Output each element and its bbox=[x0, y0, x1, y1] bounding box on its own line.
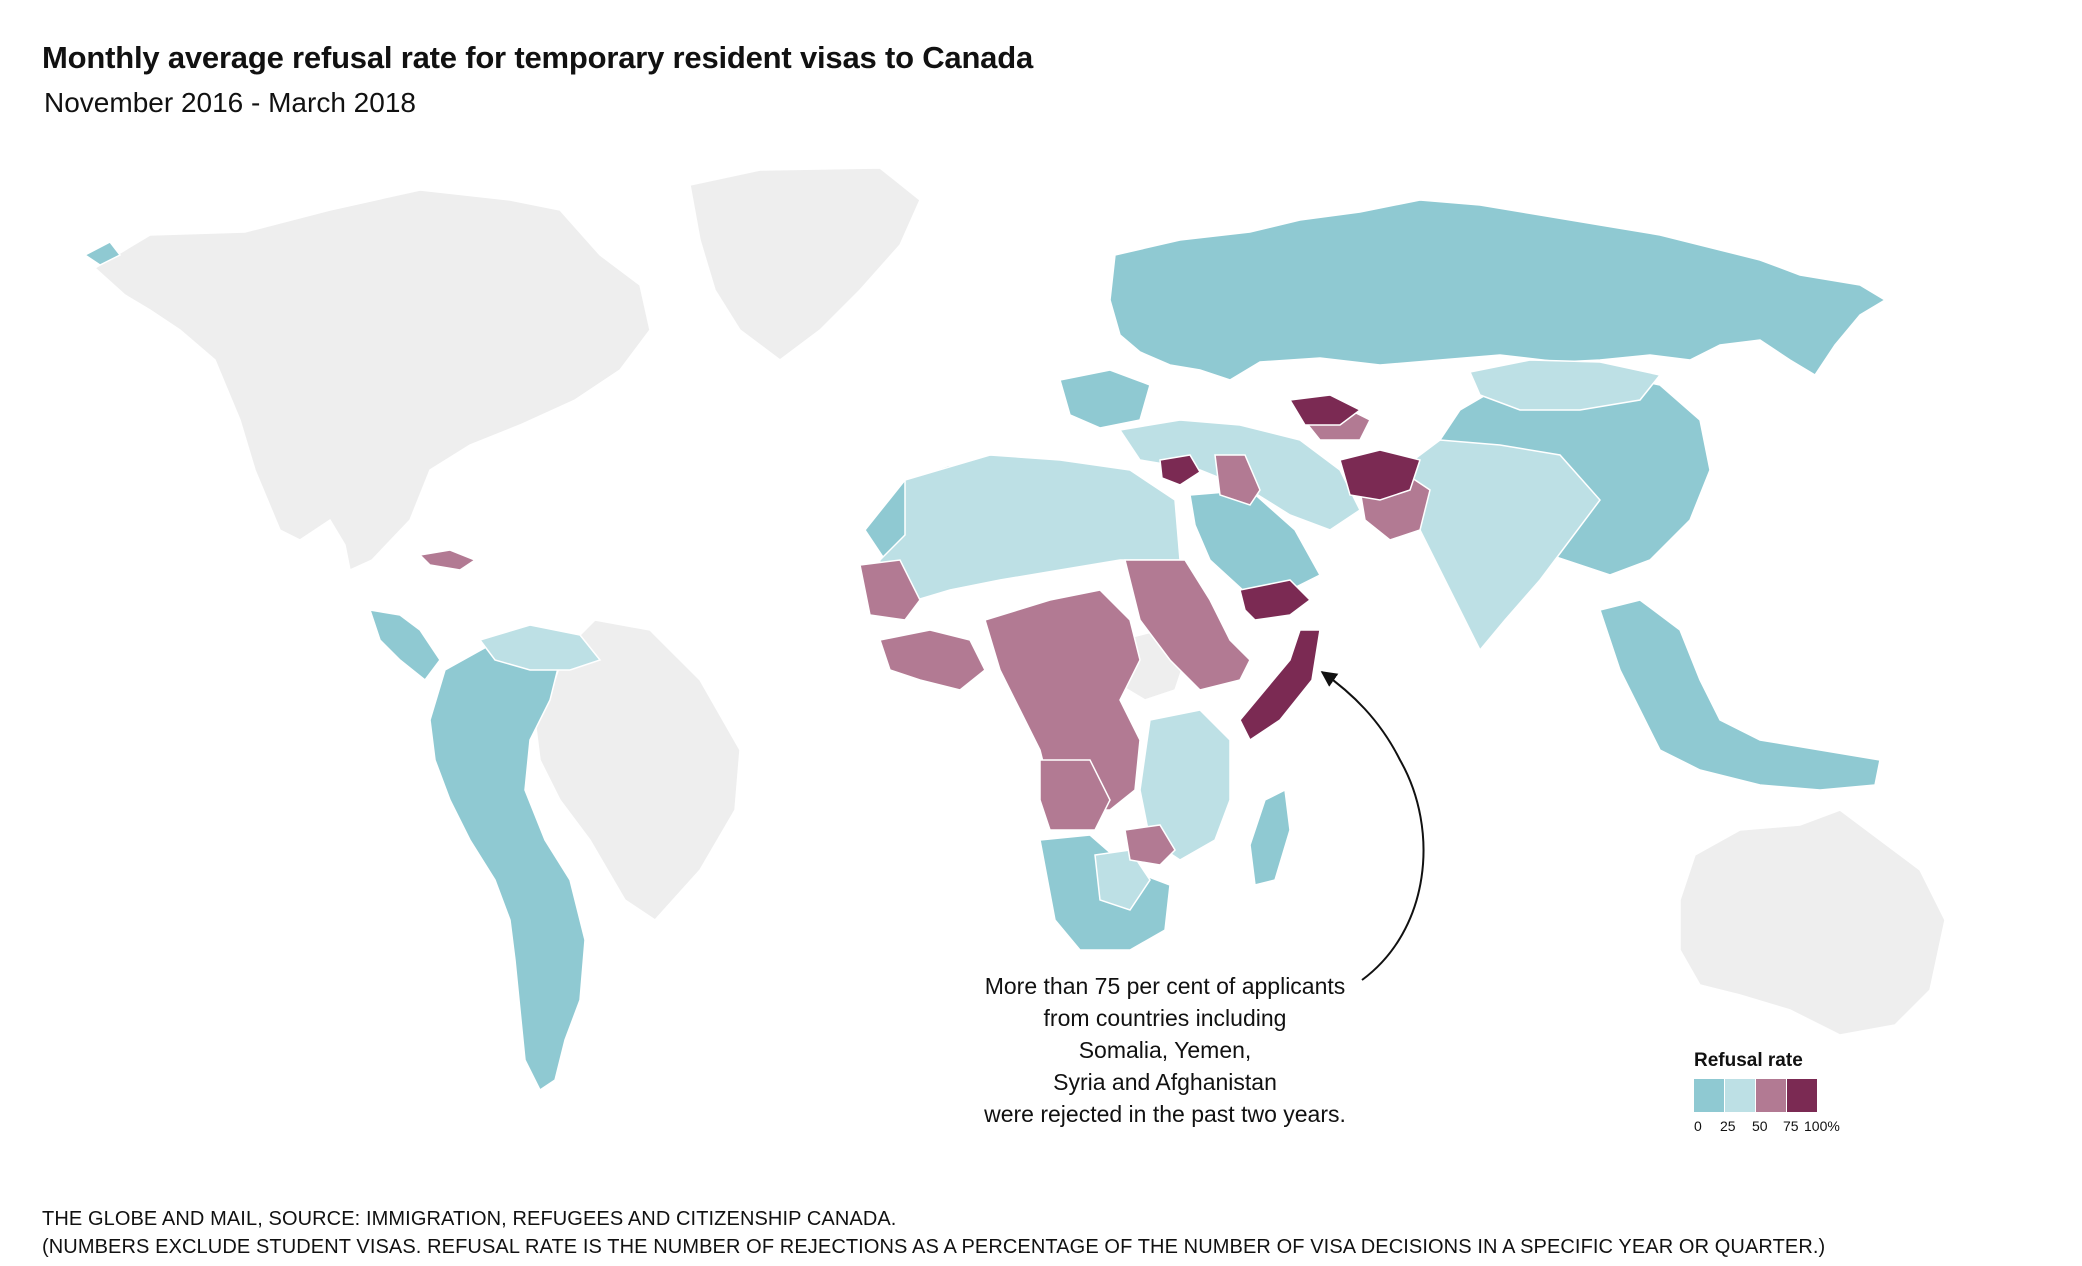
legend-tick: 75 bbox=[1783, 1118, 1799, 1134]
legend-tick: 25 bbox=[1720, 1118, 1736, 1134]
south-america-west-region bbox=[429, 639, 586, 1092]
east-africa-region bbox=[1139, 709, 1231, 861]
turkmenistan-region bbox=[1288, 394, 1362, 426]
angola-region bbox=[1039, 759, 1111, 831]
venezuela-region bbox=[478, 624, 602, 671]
north-america-region bbox=[93, 189, 651, 572]
somalia-region bbox=[1239, 629, 1321, 742]
zimbabwe-region bbox=[1124, 824, 1176, 866]
source-line: THE GLOBE AND MAIL, SOURCE: IMMIGRATION,… bbox=[42, 1208, 897, 1230]
southeast-asia-region bbox=[1599, 599, 1881, 791]
map-title: Monthly average refusal rate for tempora… bbox=[42, 40, 1033, 75]
annotation-arrow bbox=[1320, 671, 1425, 981]
annotation-line: from countries including bbox=[1043, 1005, 1287, 1031]
afghanistan-region bbox=[1339, 449, 1421, 501]
madagascar-region bbox=[1249, 788, 1291, 886]
legend-title: Refusal rate bbox=[1694, 1050, 1803, 1071]
legend-swatch-75-100 bbox=[1787, 1079, 1817, 1112]
source-footer: THE GLOBE AND MAIL, SOURCE: IMMIGRATION,… bbox=[42, 1205, 1825, 1261]
refusal-75-100 bbox=[1159, 394, 1421, 742]
annotation-line: Somalia, Yemen, bbox=[1078, 1037, 1252, 1063]
map-legend: Refusal rate 0 25 50 75 100% bbox=[1694, 1050, 1874, 1140]
west-africa-region bbox=[879, 629, 986, 691]
legend-swatches bbox=[1694, 1079, 1874, 1112]
central-america-region bbox=[368, 609, 441, 682]
india-region bbox=[1399, 439, 1601, 652]
legend-tick: 50 bbox=[1752, 1118, 1768, 1134]
sudan-ethiopia-region bbox=[1124, 559, 1251, 691]
eastern-europe-region bbox=[1059, 369, 1151, 429]
botswana-region bbox=[1094, 849, 1151, 911]
map-annotation: More than 75 per cent of applicants from… bbox=[905, 970, 1425, 1130]
mongolia-region bbox=[1468, 359, 1662, 411]
iceland-region bbox=[83, 241, 122, 266]
yemen-region bbox=[1239, 579, 1312, 621]
legend-swatch-50-75 bbox=[1756, 1079, 1786, 1112]
footnote-line: (NUMBERS EXCLUDE STUDENT VISAS. REFUSAL … bbox=[42, 1236, 1826, 1258]
legend-swatch-25-50 bbox=[1725, 1079, 1755, 1112]
annotation-line: More than 75 per cent of applicants bbox=[984, 973, 1346, 999]
annotation-line: were rejected in the past two years. bbox=[984, 1101, 1346, 1127]
refusal-25-50 bbox=[478, 359, 1662, 911]
mauritania-region bbox=[859, 559, 921, 621]
legend-ticks: 0 25 50 75 100% bbox=[1694, 1118, 1874, 1140]
legend-tick: 0 bbox=[1694, 1118, 1702, 1134]
legend-swatch-0-25 bbox=[1694, 1079, 1724, 1112]
map-subtitle: November 2016 - March 2018 bbox=[44, 87, 416, 118]
syria-region bbox=[1159, 454, 1202, 486]
russia-region bbox=[1109, 199, 1887, 381]
cuba-haiti-region bbox=[418, 549, 477, 571]
annotation-line: Syria and Afghanistan bbox=[1053, 1069, 1277, 1095]
iraq-region bbox=[1214, 454, 1261, 506]
australia-region bbox=[1679, 809, 1946, 1036]
legend-tick: 100% bbox=[1804, 1118, 1840, 1134]
central-africa-region bbox=[984, 589, 1141, 811]
greenland-region bbox=[689, 167, 921, 361]
